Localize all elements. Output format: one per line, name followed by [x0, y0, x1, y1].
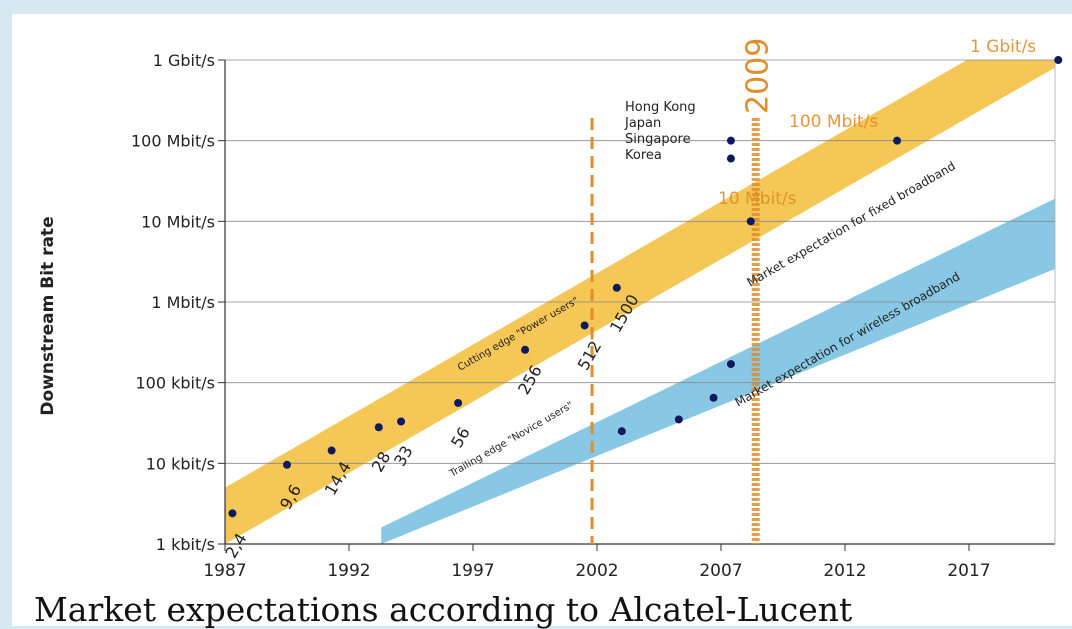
data-point-fixed	[612, 283, 621, 292]
y-tick-label: 1 Gbit/s	[153, 51, 215, 70]
data-point-country	[726, 136, 735, 145]
slide-panel: 1 kbit/s 10 kbit/s 100 kbit/s 1 Mbit/s 10 Mb…	[12, 14, 1072, 629]
rate-label-1gbit: 1 Gbit/s	[970, 37, 1036, 57]
y-tick-label: 10 kbit/s	[146, 454, 215, 473]
bitrate-chart: 1 kbit/s 10 kbit/s 100 kbit/s 1 Mbit/s 10 Mb…	[131, 37, 1063, 581]
data-point-wireless	[674, 415, 683, 424]
country-label: Japan	[624, 116, 661, 131]
data-point-fixed	[454, 398, 463, 407]
x-tick-label: 2012	[823, 561, 866, 581]
x-tick-label: 2017	[947, 561, 990, 581]
x-tick-label: 2002	[575, 561, 618, 581]
y-tick-label: 1 Mbit/s	[151, 293, 215, 312]
y-tick-label: 100 Mbit/s	[131, 132, 215, 151]
data-point-fixed	[746, 217, 755, 226]
data-point-fixed	[397, 417, 406, 426]
data-point-fixed	[283, 460, 291, 469]
wireless-broadband-band	[381, 198, 1055, 544]
x-tick-label: 1997	[451, 561, 494, 581]
y-tick-label: 10 Mbit/s	[141, 212, 215, 231]
data-point-wireless	[617, 427, 626, 436]
data-point-wireless	[726, 360, 735, 369]
data-point-fixed	[374, 423, 383, 432]
marker-label-2009: 2009	[741, 38, 776, 114]
country-label: Korea	[625, 148, 662, 163]
x-tick-label: 1992	[327, 561, 370, 581]
x-tick-label: 1987	[203, 561, 246, 581]
data-point-label: 512	[574, 337, 606, 373]
data-point-fixed	[580, 321, 589, 330]
data-point-fixed	[521, 345, 530, 354]
country-label: Singapore	[625, 132, 691, 147]
chart-caption: Market expectations according to Alcatel…	[34, 590, 853, 629]
y-axis-label: Downstream Bit rate	[38, 216, 58, 416]
country-label: Hong Kong	[625, 100, 696, 115]
rate-label-10mbit: 10 Mbit/s	[718, 189, 797, 209]
data-point-fixed	[1054, 56, 1063, 64]
data-point-country	[726, 154, 735, 163]
data-point-fixed	[228, 509, 237, 518]
y-tick-label: 1 kbit/s	[156, 535, 215, 554]
data-point-label: 56	[447, 424, 474, 451]
data-point-fixed	[327, 446, 336, 455]
x-tick-label: 2007	[699, 561, 742, 581]
rate-label-100mbit: 100 Mbit/s	[789, 112, 878, 132]
data-point-fixed	[893, 136, 902, 145]
y-tick-label: 100 kbit/s	[136, 374, 216, 393]
data-point-wireless	[709, 393, 718, 402]
